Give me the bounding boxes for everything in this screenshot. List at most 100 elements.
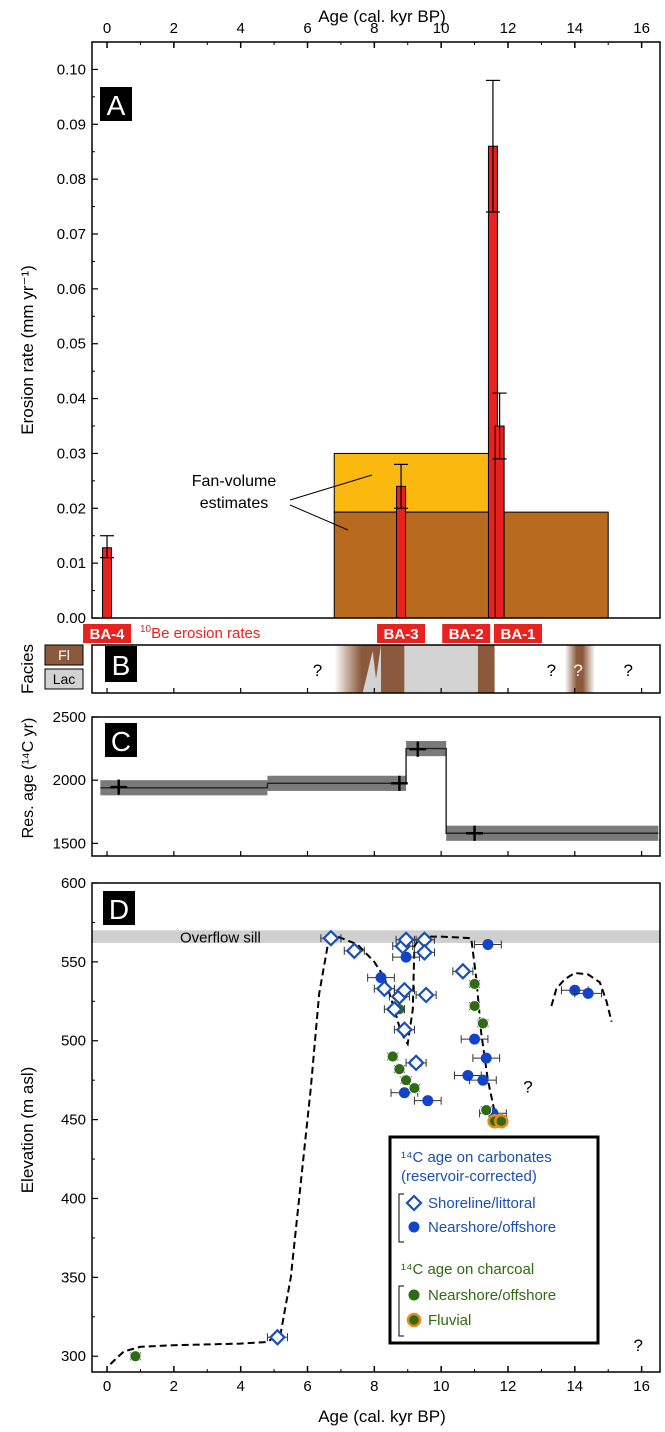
top-xtick-label: 2 (170, 20, 178, 37)
carbonate-offshore-point (400, 951, 412, 963)
bottom-xtick-label: 12 (500, 1378, 517, 1395)
panel-d-frame (91, 882, 661, 1373)
panel-d-ytick-label: 300 (61, 1348, 86, 1365)
legend-shoreline-label: Shoreline/littoral (428, 1195, 536, 1212)
facies-interval-Lac (404, 645, 478, 693)
panel-d-ytick-label: 600 (61, 875, 86, 892)
fan-volume-box (333, 452, 492, 513)
shoreline-point (385, 1000, 403, 1018)
facies-legend-label: Fl (58, 647, 70, 663)
facies-interval-Fl (564, 645, 595, 693)
facies-question-mark: ? (573, 661, 582, 680)
facies-interval-Fl (334, 645, 361, 693)
carbonate-offshore-point (375, 972, 387, 984)
top-xtick-label: 8 (370, 20, 378, 37)
chart-marks: 0.00 0.01 0.02 0.03 0.04 0.05 0.06 0.07 0.08 0.09… (44, 20, 661, 1395)
sample-badge (377, 624, 426, 643)
panel-c-ylabel: Res. age (¹⁴C yr) (20, 718, 37, 839)
panel-b-label: B (112, 650, 131, 681)
legend-charcoal-nearshore-label: Nearshore/offshore (428, 1287, 556, 1304)
shoreline-point (345, 942, 363, 960)
shoreline-point (397, 931, 415, 949)
carbonate-offshore-point (480, 1052, 492, 1064)
panel-d-ytick-label: 400 (61, 1190, 86, 1207)
lake-level-dome (550, 971, 613, 1023)
shoreline-point (395, 1021, 413, 1039)
sample-badge (494, 624, 542, 643)
carbonate-offshore-point (477, 1074, 489, 1086)
bottom-xtick-label: 16 (633, 1378, 650, 1395)
panel-d-label: D (109, 894, 129, 925)
top-xtick-label: 14 (566, 20, 583, 37)
sample-badge (83, 624, 132, 643)
facies-legend-label: Lac (53, 671, 76, 687)
overflow-sill-label: Overflow sill (180, 930, 261, 947)
charcoal-point (393, 1063, 406, 1076)
facies-question-mark: ? (313, 661, 322, 680)
top-xtick-label: 0 (103, 20, 111, 37)
sample-badge-label: BA-3 (384, 626, 419, 643)
panel-c-ytick-label: 2000 (53, 772, 86, 789)
panel-c-frame (91, 716, 661, 857)
panel-d-ytick-label: 550 (61, 954, 86, 971)
facies-question-mark: ? (547, 661, 556, 680)
carbonate-offshore-point (398, 1087, 410, 1099)
panel-a-ytick-label: 0.02 (57, 500, 86, 517)
top-xtick-label: 6 (303, 20, 311, 37)
legend-fluvial-label: Fluvial (428, 1312, 471, 1329)
legend-title-charcoal: ¹⁴C age on charcoal (401, 1261, 534, 1278)
residual-step-line (100, 747, 659, 834)
legend-title-carbonate-2: (reservoir-corrected) (401, 1168, 537, 1185)
facies-question-mark: ? (624, 661, 633, 680)
carbonate-offshore-point (482, 939, 494, 951)
bottom-xtick-label: 8 (370, 1378, 378, 1395)
panel-b-frame (91, 644, 661, 694)
facies-interval-Fl (381, 645, 405, 693)
panel-d-ytick-label: 450 (61, 1112, 86, 1129)
panel-a-ytick-label: 0.01 (57, 555, 86, 572)
shoreline-point (395, 981, 413, 999)
bottom-xtick-label: 14 (566, 1378, 583, 1395)
erosion-bar-BA-4 (102, 547, 113, 619)
panel-c-label: C (111, 726, 131, 757)
panel-c-ytick-label: 2500 (53, 709, 86, 726)
charcoal-point (477, 1017, 489, 1030)
facies-lacustrine-wedge (362, 645, 382, 693)
carbonate-offshore-point (469, 1033, 481, 1045)
facies-legend-swatch (44, 644, 84, 666)
carbonate-offshore-point (422, 1095, 434, 1107)
shoreline-point (375, 980, 393, 998)
charcoal-point (408, 1082, 421, 1094)
bottom-axis-title: Age (cal. kyr BP) (318, 1407, 446, 1426)
top-xtick-label: 10 (433, 20, 450, 37)
carbonate-offshore-point (462, 1069, 474, 1081)
legend-shoreline-symbol (405, 1194, 423, 1212)
facies-interval-Fl (477, 645, 495, 693)
bottom-xtick-label: 4 (237, 1378, 245, 1395)
shoreline-point (322, 929, 340, 947)
panel-d-ytick-label: 350 (61, 1269, 86, 1286)
legend-bracket-charcoal (398, 1285, 404, 1337)
panel-a-ytick-label: 0.04 (57, 391, 86, 408)
panel-a-ytick-label: 0.10 (57, 61, 86, 78)
legend-charcoal-symbol (408, 1289, 420, 1301)
panel-a-ytick-label: 0.06 (57, 281, 86, 298)
facies-legend-swatch (44, 668, 84, 690)
bottom-xtick-label: 6 (303, 1378, 311, 1395)
fan-volume-box (490, 511, 609, 619)
fan-label-leader (289, 474, 373, 501)
bottom-xtick-label: 0 (103, 1378, 111, 1395)
overflow-sill-band (92, 930, 660, 943)
charcoal-point (400, 1074, 412, 1087)
fan-volume-label-1: Fan-volume (192, 473, 277, 490)
sample-badge (442, 624, 491, 643)
shoreline-point (268, 1328, 286, 1346)
bottom-xtick-label: 2 (170, 1378, 178, 1395)
panel-d-ytick-label: 500 (61, 1033, 86, 1050)
legend-title-carbonate-1: ¹⁴C age on carbonates (401, 1149, 552, 1166)
sample-badge-label: BA-2 (449, 626, 484, 643)
legend-bracket-carbonate (398, 1193, 404, 1243)
sample-badge-label: BA-1 (500, 626, 535, 643)
carbonate-offshore-point (582, 987, 594, 999)
top-axis-title: Age (cal. kyr BP) (318, 7, 446, 26)
